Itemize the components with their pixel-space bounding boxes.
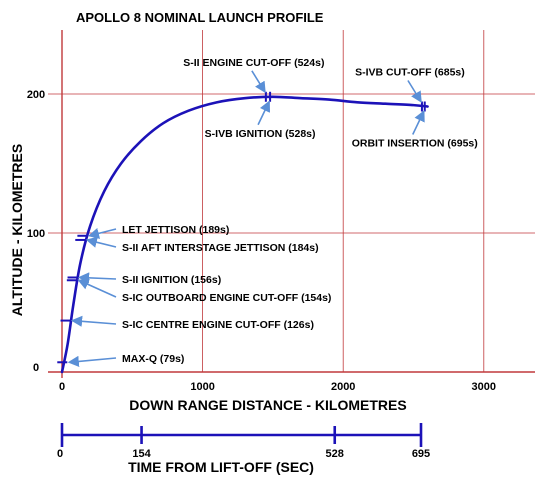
annotation-label: S-IVB IGNITION (528s)	[205, 128, 316, 140]
x-tick-label: 1000	[190, 381, 214, 393]
axis-layer: 0 1000 2000 3000 0 100 200	[27, 30, 535, 393]
annotation-arrow	[407, 80, 422, 103]
annotation-arrow	[67, 355, 117, 367]
annotation-arrow	[257, 100, 270, 126]
timeline-tick-label: 695	[412, 448, 430, 460]
chart-title: APOLLO 8 NOMINAL LAUNCH PROFILE	[76, 10, 324, 25]
timeline-layer: 0 154 528 695	[57, 423, 430, 460]
timeline-tick-label: 154	[132, 448, 151, 460]
trajectory-line	[60, 95, 429, 374]
y-axis-title: ALTITUDE - KILOMETRES	[9, 144, 25, 316]
annotation-layer: MAX-Q (79s) S-IC CENTRE ENGINE CUT-OFF (1…	[67, 57, 478, 367]
annotation-arrow	[251, 70, 266, 94]
annotation-arrow	[412, 110, 425, 135]
annotation-label: S-IC CENTRE ENGINE CUT-OFF (126s)	[122, 319, 314, 331]
x-tick-label: 0	[59, 381, 65, 393]
annotation-label: ORBIT INSERTION (695s)	[352, 138, 478, 150]
annotation-arrow	[85, 236, 117, 248]
y-tick-label: 0	[33, 362, 39, 374]
y-tick-label: 100	[27, 228, 45, 240]
y-tick-label: 200	[27, 89, 45, 101]
timeline-title: TIME FROM LIFT-OFF (SEC)	[128, 459, 314, 475]
timeline-tick-label: 528	[326, 448, 344, 460]
annotation-label: MAX-Q (79s)	[122, 353, 184, 365]
annotation-label: LET JETTISON (189s)	[122, 224, 229, 236]
annotation-label: S-II AFT INTERSTAGE JETTISON (184s)	[122, 242, 319, 254]
timeline-tick-label: 0	[57, 448, 63, 460]
x-tick-label: 2000	[331, 381, 355, 393]
x-tick-label: 3000	[472, 381, 496, 393]
annotation-arrow	[87, 227, 117, 239]
annotation-label: S-IC OUTBOARD ENGINE CUT-OFF (154s)	[122, 292, 331, 304]
x-axis-title: DOWN RANGE DISTANCE - KILOMETRES	[129, 397, 406, 413]
annotation-arrow	[70, 315, 117, 327]
curve-layer	[57, 91, 429, 374]
annotation-label: S-II IGNITION (156s)	[122, 274, 221, 286]
annotation-label: S-II ENGINE CUT-OFF (524s)	[183, 57, 324, 69]
annotation-label: S-IVB CUT-OFF (685s)	[355, 67, 465, 79]
grid-layer	[48, 30, 535, 372]
annotation-arrow	[77, 272, 117, 284]
